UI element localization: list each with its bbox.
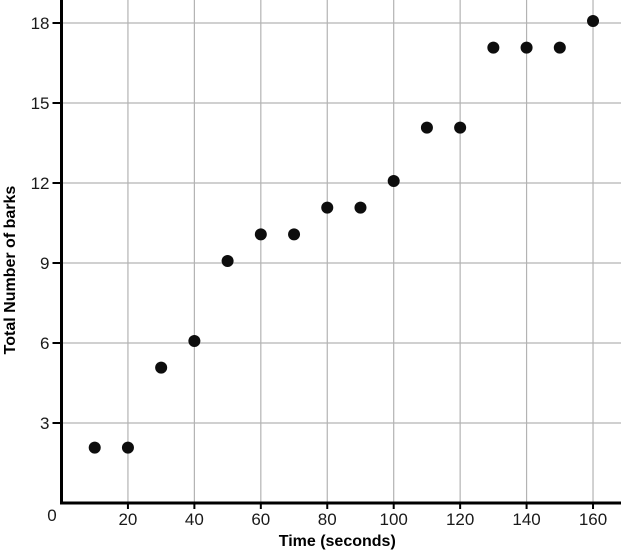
y-tick-label: 3: [40, 414, 49, 433]
data-point: [88, 441, 101, 454]
y-axis-title: Total Number of barks: [2, 186, 19, 355]
data-point: [254, 228, 267, 241]
origin-tick-label: 0: [47, 506, 56, 525]
x-tick-label: 20: [118, 510, 137, 529]
data-point: [155, 361, 168, 374]
data-point: [487, 41, 500, 54]
data-point: [221, 254, 234, 267]
x-tick-label: 40: [185, 510, 204, 529]
data-points-layer: [88, 14, 600, 454]
data-point: [121, 441, 134, 454]
grid-layer: [61, 0, 621, 503]
x-tick-label: 80: [318, 510, 337, 529]
tick-mark-layer: [52, 21, 595, 509]
data-point: [387, 174, 400, 187]
tick-label-layer: 3 6 9 12 15 18 20 40 60 80 100 120 140 160 0 Time (seco…: [2, 14, 607, 550]
y-tick-label: 15: [31, 94, 50, 113]
data-point: [354, 201, 367, 214]
axis-layer: [60, 0, 621, 505]
data-point: [321, 201, 334, 214]
data-point: [520, 41, 533, 54]
x-tick-label: 60: [251, 510, 270, 529]
y-tick-label: 12: [31, 174, 50, 193]
data-point: [188, 334, 201, 347]
data-point: [288, 228, 301, 241]
data-point: [553, 41, 566, 54]
data-point: [454, 121, 467, 134]
y-tick-label: 6: [40, 334, 49, 353]
data-point: [587, 14, 600, 27]
x-tick-label: 160: [579, 510, 607, 529]
y-tick-label: 9: [40, 254, 49, 273]
x-axis-title: Time (seconds): [279, 533, 396, 550]
x-tick-label: 100: [380, 510, 408, 529]
data-point: [420, 121, 433, 134]
x-tick-label: 140: [512, 510, 540, 529]
y-tick-label: 18: [31, 14, 50, 33]
x-tick-label: 120: [446, 510, 474, 529]
